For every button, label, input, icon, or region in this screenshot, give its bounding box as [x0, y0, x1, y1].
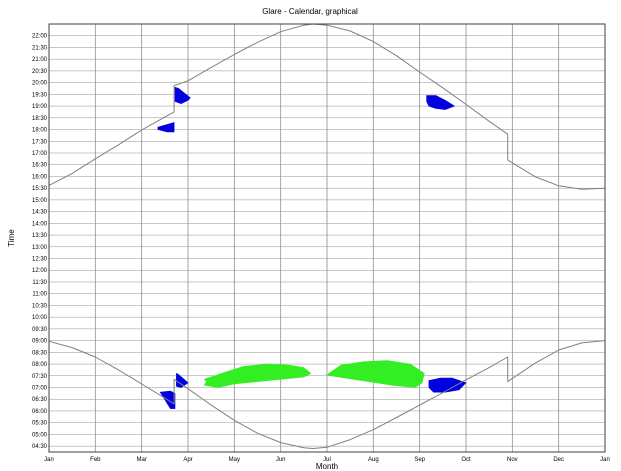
y-tick-label: 06:00	[32, 409, 48, 415]
y-tick-label: 14:00	[32, 221, 48, 227]
x-tick-label: Aug	[368, 457, 379, 463]
x-tick-label: Jan	[44, 457, 54, 463]
y-tick-label: 17:00	[32, 151, 48, 157]
y-axis-label: Time	[7, 229, 16, 247]
x-axis-label: Month	[316, 462, 338, 471]
y-tick-label: 15:00	[32, 198, 48, 204]
y-tick-label: 04:30	[32, 444, 48, 450]
plot-frame	[48, 23, 606, 453]
y-tick-label: 11:30	[32, 280, 47, 286]
glare-region-green	[326, 360, 425, 388]
grid	[48, 24, 606, 452]
y-tick-label: 12:00	[32, 268, 48, 274]
y-tick-label: 07:00	[32, 386, 48, 392]
chart-title: Glare - Calendar, graphical	[262, 7, 358, 16]
y-tick-label: 06:30	[32, 397, 48, 403]
x-tick-label: Apr	[183, 457, 192, 463]
x-tick-label: Mar	[136, 457, 146, 463]
glare-region-blue	[174, 86, 191, 105]
y-tick-label: 10:00	[32, 315, 48, 321]
x-tick-label: May	[229, 457, 240, 463]
y-tick-label: 11:00	[32, 292, 47, 298]
glare-region-blue	[176, 372, 189, 388]
y-tick-label: 09:00	[32, 339, 48, 345]
y-tick-label: 21:30	[32, 45, 48, 51]
y-tick-label: 21:00	[32, 57, 48, 63]
y-tick-label: 16:30	[32, 163, 48, 169]
y-tick-label: 16:00	[32, 174, 48, 180]
glare-region-blue	[157, 122, 175, 133]
y-tick-label: 05:30	[32, 421, 48, 427]
y-tick-label: 08:00	[32, 362, 48, 368]
y-tick-label: 18:30	[32, 116, 48, 122]
glare-region-green	[203, 363, 312, 388]
y-tick-label: 10:30	[32, 303, 48, 309]
y-tick-label: 14:30	[32, 210, 48, 216]
y-tick-label: 18:00	[32, 128, 48, 134]
y-tick-label: 15:30	[32, 186, 48, 192]
y-tick-label: 08:30	[32, 350, 48, 356]
y-tick-label: 12:30	[32, 257, 48, 263]
x-tick-label: Sep	[414, 457, 425, 463]
y-tick-label: 05:00	[32, 432, 48, 438]
sunrise-curve	[48, 340, 606, 449]
y-tick-label: 20:30	[32, 69, 48, 75]
y-tick-label: 22:00	[32, 34, 48, 40]
x-tick-label: Jan	[600, 457, 610, 463]
x-tick-label: Nov	[507, 457, 518, 463]
x-tick-label: Feb	[90, 457, 101, 463]
glare-regions	[157, 86, 467, 409]
y-tick-label: 19:30	[32, 92, 48, 98]
y-tick-label: 19:00	[32, 104, 48, 110]
x-tick-label: Oct	[461, 457, 471, 463]
x-tick-label: Jul	[323, 457, 331, 463]
x-axis-ticks: Jan Feb Mar Apr May Jun Jul Aug Sep Oct Nov Dec Jan	[44, 457, 610, 463]
y-tick-label: 07:30	[32, 374, 48, 380]
glare-region-blue	[426, 95, 456, 110]
y-tick-label: 17:30	[32, 139, 48, 145]
x-tick-label: Jun	[276, 457, 286, 463]
y-tick-label: 13:30	[32, 233, 48, 239]
y-axis-ticks: 04:30 05:00 05:30 06:00 06:30 07:00 07:30 08:00…	[32, 34, 48, 450]
glare-region-blue	[428, 377, 467, 393]
x-tick-label: Dec	[553, 457, 564, 463]
y-tick-label: 09:30	[32, 327, 48, 333]
y-tick-label: 20:00	[32, 81, 48, 87]
y-tick-label: 13:00	[32, 245, 48, 251]
